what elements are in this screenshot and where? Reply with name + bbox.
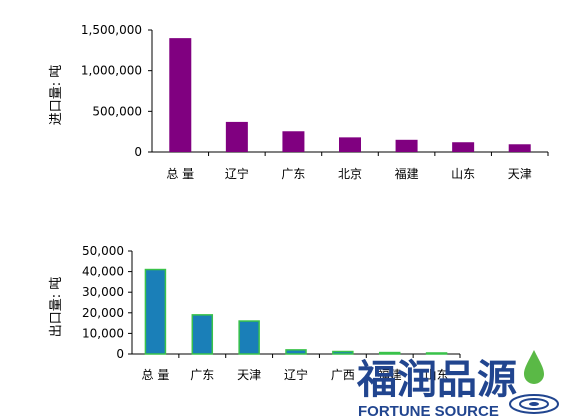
bar — [285, 349, 307, 355]
x-category-label: 辽宁 — [284, 367, 308, 382]
x-category-label: 总 量 — [166, 167, 194, 181]
x-category-label: 北京 — [338, 167, 362, 181]
bar — [452, 142, 475, 152]
bar — [144, 268, 167, 355]
x-category-label: 福建 — [395, 166, 419, 181]
bar — [282, 131, 305, 152]
logo-english-text: FORTUNE SOURCE — [358, 403, 499, 420]
y-tick-label: 1,500,000 — [81, 23, 142, 37]
water-drop-icon — [509, 350, 559, 414]
y-tick-label: 10,000 — [82, 326, 124, 340]
y-tick-label: 500,000 — [92, 104, 142, 118]
bar — [339, 137, 361, 152]
x-category-label: 广东 — [281, 167, 305, 181]
y-tick-label: 0 — [116, 347, 124, 361]
y-axis-title: 出口量: 吨 — [49, 277, 64, 338]
x-category-label: 山东 — [451, 167, 475, 181]
x-category-label: 天津 — [237, 368, 261, 382]
x-category-label: 广西 — [331, 368, 355, 382]
bar — [169, 38, 192, 153]
bar — [225, 121, 248, 152]
x-category-label: 天津 — [508, 167, 532, 181]
x-category-label: 广东 — [190, 368, 214, 382]
bar — [238, 320, 260, 355]
y-axis-title: 进口量: 吨 — [49, 65, 64, 126]
bar — [508, 144, 531, 152]
y-tick-label: 0 — [134, 145, 142, 159]
bar — [395, 139, 418, 152]
bar — [332, 350, 354, 355]
y-tick-label: 50,000 — [82, 244, 124, 258]
fortune-source-logo: 福润品源 FORTUNE SOURCE — [356, 350, 559, 420]
bar — [378, 351, 401, 355]
y-tick-label: 30,000 — [82, 285, 124, 299]
x-category-label: 总 量 — [142, 368, 170, 382]
y-tick-label: 20,000 — [82, 306, 124, 320]
logo-chinese-text: 福润品源 — [356, 357, 517, 403]
x-category-label: 辽宁 — [225, 166, 249, 181]
import-chart: 0 500,000 1,000,000 1,500,000 进口量: 吨总 量 辽宁 广东 北… — [49, 23, 549, 181]
bar — [425, 352, 448, 355]
y-tick-label: 40,000 — [82, 265, 124, 279]
x-category-label: 福建 — [378, 367, 402, 382]
bar — [191, 314, 214, 355]
export-chart: 0 10,000 20,000 30,000 40,000 50,000 出口量: 吨总 量… — [49, 244, 461, 382]
y-tick-label: 1,000,000 — [81, 64, 142, 78]
x-category-label: 山东 — [425, 368, 449, 382]
